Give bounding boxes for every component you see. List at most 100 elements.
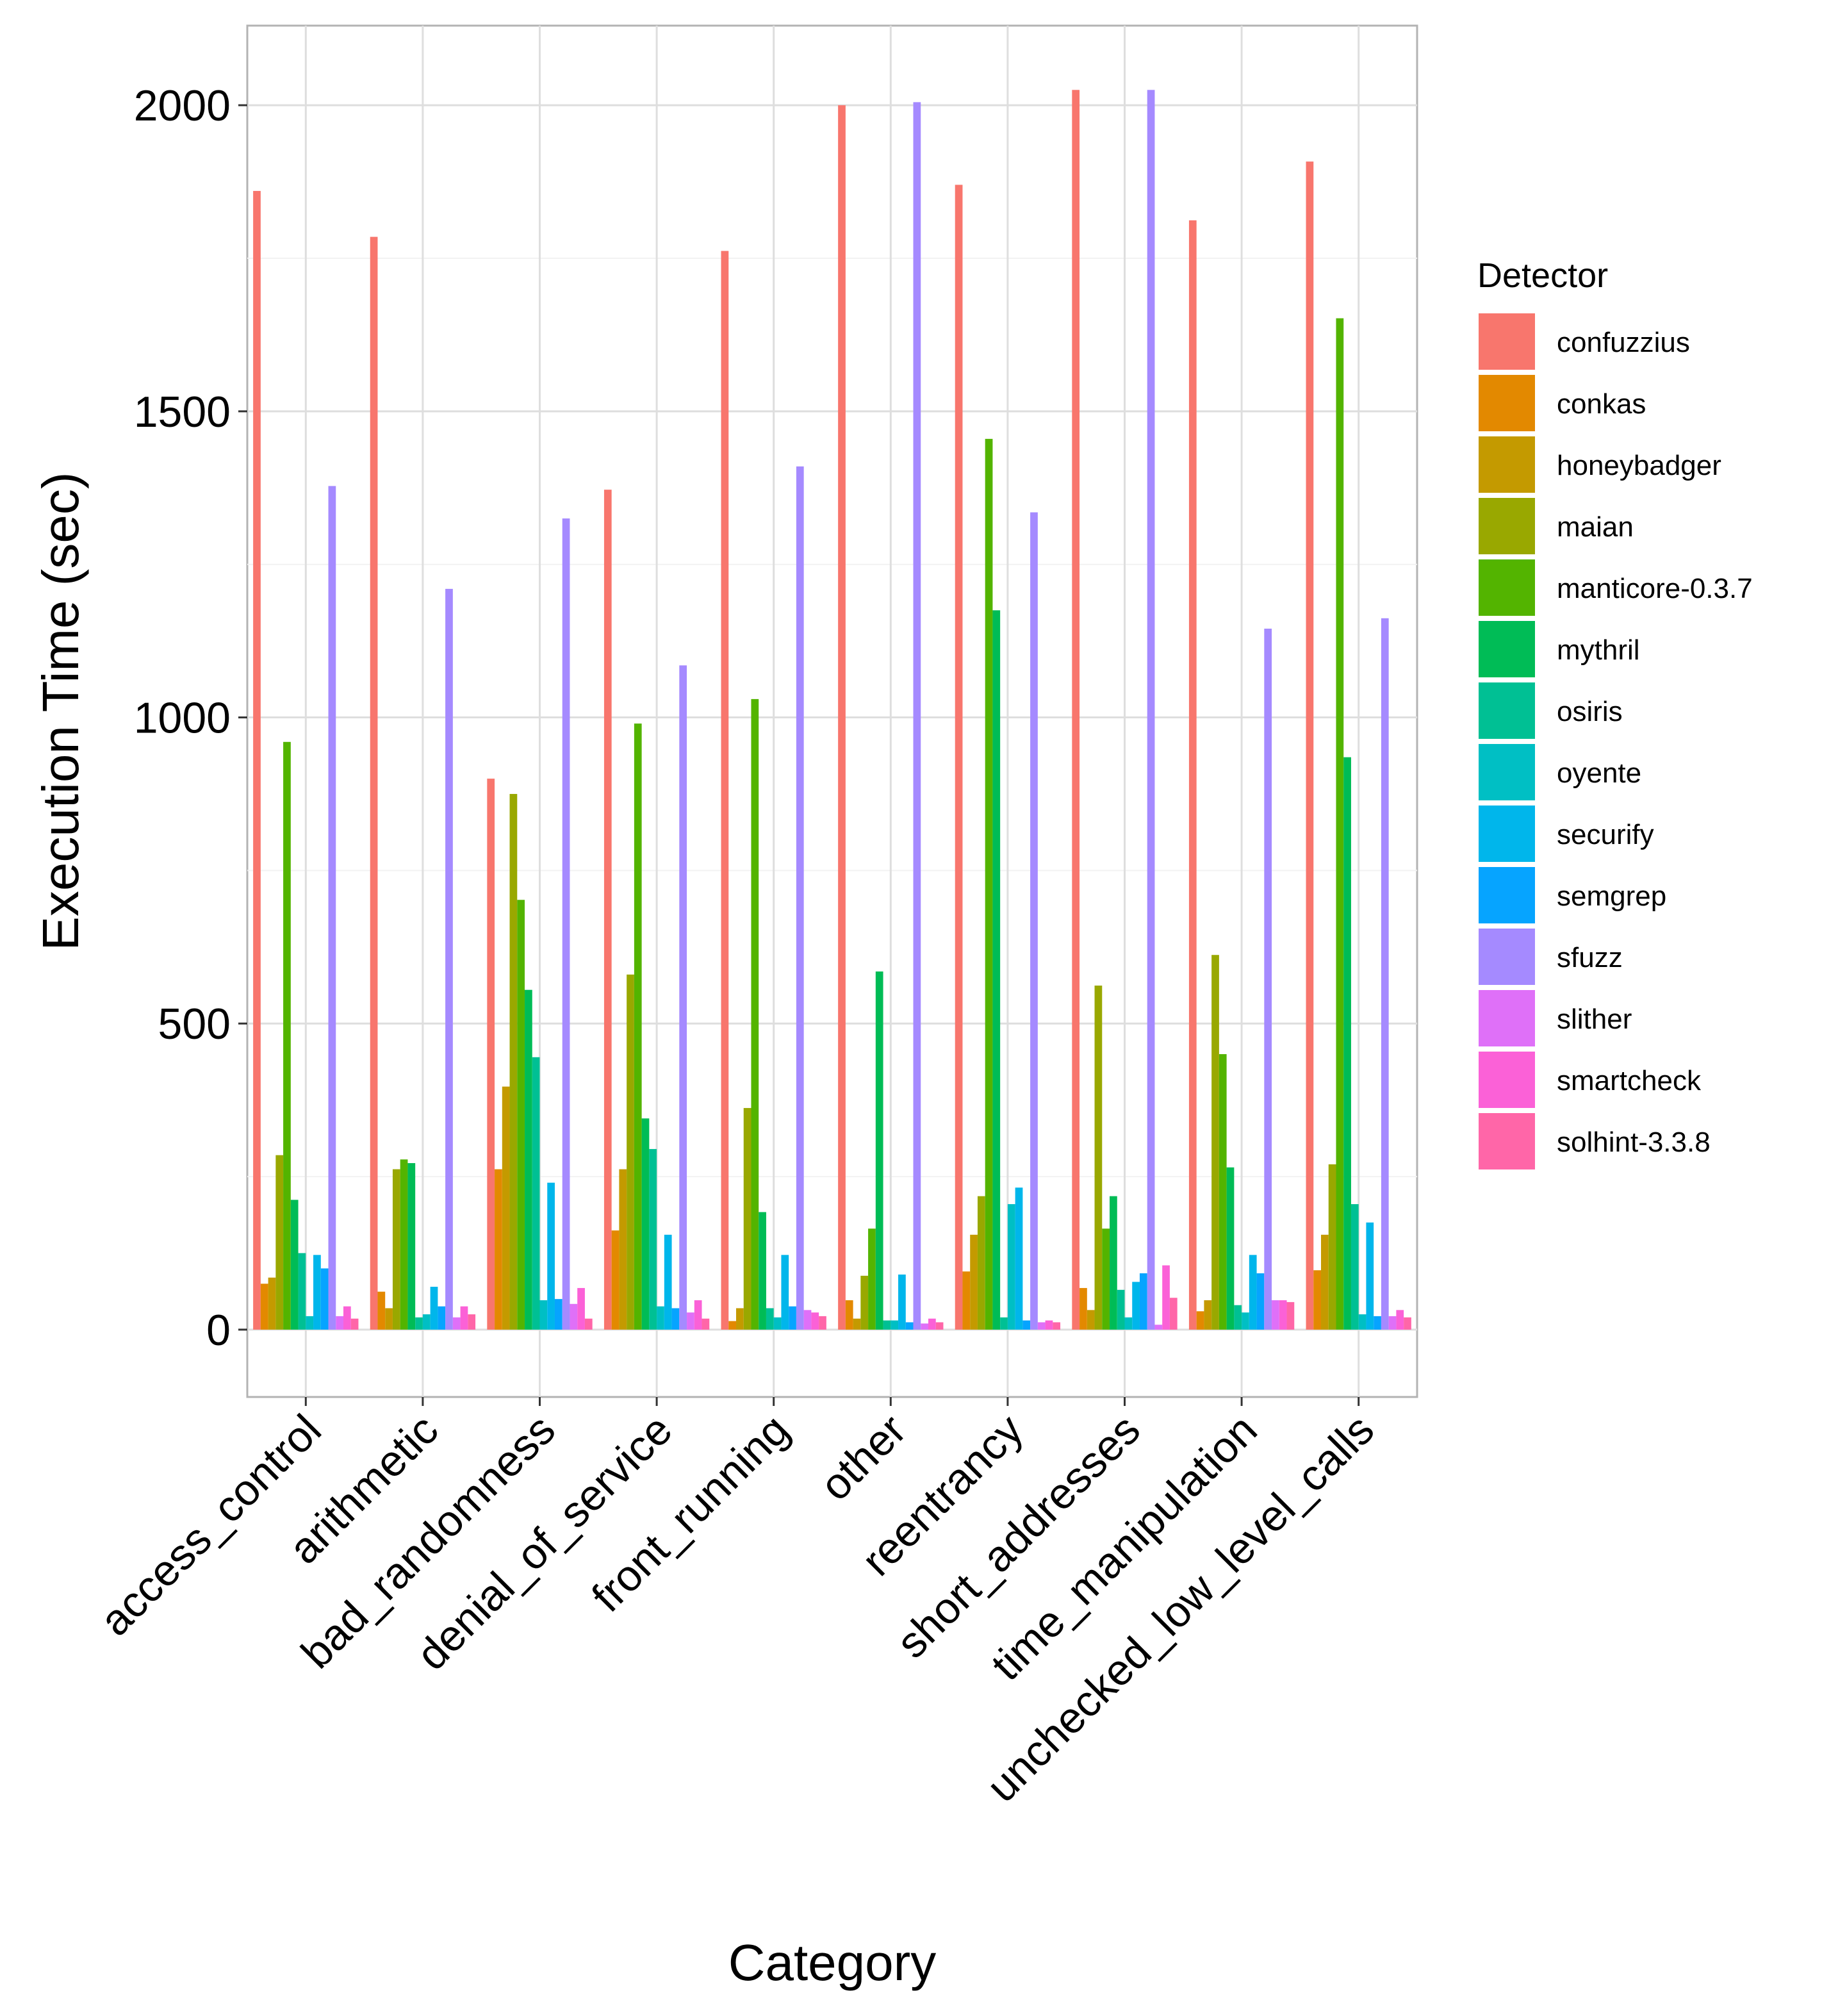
bar-time_manipulation-osiris bbox=[1234, 1305, 1242, 1330]
bar-bad_randomness-securify bbox=[547, 1182, 555, 1330]
legend-label-honeybadger: honeybadger bbox=[1557, 450, 1721, 481]
bar-bad_randomness-semgrep bbox=[554, 1299, 562, 1330]
bar-arithmetic-confuzzius bbox=[370, 236, 378, 1330]
bar-reentrancy-honeybadger bbox=[970, 1234, 978, 1330]
bar-denial_of_service-oyente bbox=[657, 1306, 664, 1330]
bar-short_addresses-securify bbox=[1132, 1282, 1140, 1330]
bar-short_addresses-oyente bbox=[1124, 1317, 1133, 1330]
y-tick-label: 2000 bbox=[134, 81, 231, 130]
bar-denial_of_service-smartcheck bbox=[694, 1300, 702, 1330]
y-tick-label: 500 bbox=[158, 1000, 231, 1048]
bar-access_control-sfuzz bbox=[328, 486, 336, 1330]
bar-front_running-confuzzius bbox=[721, 251, 729, 1330]
bar-bad_randomness-oyente bbox=[539, 1300, 548, 1330]
legend-label-maian: maian bbox=[1557, 511, 1634, 543]
bar-unchecked_low_level_calls-semgrep bbox=[1374, 1316, 1381, 1330]
bar-bad_randomness-conkas bbox=[495, 1169, 502, 1330]
legend-swatch-sfuzz bbox=[1476, 926, 1538, 987]
bar-reentrancy-osiris bbox=[1000, 1317, 1008, 1330]
legend-label-semgrep: semgrep bbox=[1557, 880, 1666, 912]
bar-time_manipulation-manticore-0.3.7 bbox=[1219, 1054, 1227, 1330]
legend-swatch-osiris bbox=[1476, 680, 1538, 741]
bar-reentrancy-confuzzius bbox=[955, 185, 963, 1330]
bar-bad_randomness-sfuzz bbox=[562, 518, 570, 1330]
legend-swatch-slither bbox=[1476, 987, 1538, 1049]
bar-time_manipulation-honeybadger bbox=[1204, 1300, 1212, 1330]
bar-time_manipulation-mythril bbox=[1226, 1167, 1235, 1330]
bar-arithmetic-solhint-3.3.8 bbox=[468, 1314, 476, 1330]
bar-denial_of_service-manticore-0.3.7 bbox=[634, 723, 642, 1330]
bar-other-conkas bbox=[845, 1300, 853, 1330]
bar-bad_randomness-confuzzius bbox=[487, 779, 495, 1330]
bar-short_addresses-mythril bbox=[1110, 1196, 1117, 1330]
bar-front_running-slither bbox=[803, 1310, 812, 1330]
y-tick-label: 0 bbox=[206, 1306, 231, 1355]
legend-swatch-semgrep bbox=[1476, 864, 1538, 926]
legend-label-securify: securify bbox=[1557, 819, 1654, 850]
bar-arithmetic-sfuzz bbox=[445, 588, 453, 1330]
bar-access_control-smartcheck bbox=[343, 1306, 351, 1330]
bar-front_running-semgrep bbox=[789, 1306, 796, 1330]
bar-time_manipulation-securify bbox=[1249, 1255, 1257, 1330]
bar-front_running-conkas bbox=[728, 1321, 737, 1330]
bar-other-confuzzius bbox=[838, 105, 846, 1330]
legend-label-smartcheck: smartcheck bbox=[1557, 1065, 1702, 1096]
bar-unchecked_low_level_calls-sfuzz bbox=[1381, 618, 1389, 1330]
bar-denial_of_service-honeybadger bbox=[619, 1169, 627, 1330]
x-axis-title: Category bbox=[728, 1934, 937, 1991]
bar-arithmetic-honeybadger bbox=[385, 1308, 393, 1330]
bar-reentrancy-slither bbox=[1037, 1322, 1046, 1330]
y-tick-label: 1500 bbox=[134, 388, 231, 436]
bar-denial_of_service-slither bbox=[687, 1312, 694, 1330]
bar-denial_of_service-maian bbox=[627, 974, 634, 1330]
bar-bad_randomness-slither bbox=[570, 1303, 578, 1330]
bar-reentrancy-securify bbox=[1015, 1187, 1023, 1330]
bar-short_addresses-slither bbox=[1154, 1325, 1163, 1330]
legend-swatch-securify bbox=[1476, 803, 1538, 864]
bar-front_running-smartcheck bbox=[811, 1312, 819, 1330]
bar-other-sfuzz bbox=[913, 102, 921, 1330]
bar-access_control-manticore-0.3.7 bbox=[283, 741, 291, 1330]
bar-access_control-honeybadger bbox=[268, 1277, 276, 1330]
bar-front_running-sfuzz bbox=[796, 466, 804, 1330]
bar-access_control-oyente bbox=[306, 1316, 314, 1330]
bar-bad_randomness-solhint-3.3.8 bbox=[584, 1318, 593, 1330]
bar-reentrancy-conkas bbox=[962, 1271, 971, 1330]
legend-swatch-honeybadger bbox=[1476, 434, 1538, 495]
legend-label-manticore-0.3.7: manticore-0.3.7 bbox=[1557, 573, 1753, 604]
bar-other-osiris bbox=[883, 1320, 891, 1330]
bar-unchecked_low_level_calls-confuzzius bbox=[1306, 161, 1314, 1330]
bar-reentrancy-smartcheck bbox=[1045, 1320, 1053, 1330]
bar-reentrancy-maian bbox=[977, 1196, 985, 1330]
bar-arithmetic-mythril bbox=[407, 1163, 416, 1330]
legend-items: confuzzius conkas honeybadger maian manticor… bbox=[1476, 311, 1753, 1172]
bar-denial_of_service-conkas bbox=[611, 1230, 620, 1330]
legend-swatch-smartcheck bbox=[1476, 1049, 1538, 1111]
bar-front_running-maian bbox=[743, 1108, 751, 1330]
bar-reentrancy-solhint-3.3.8 bbox=[1053, 1322, 1061, 1330]
bar-front_running-manticore-0.3.7 bbox=[751, 698, 759, 1330]
bar-reentrancy-sfuzz bbox=[1030, 512, 1038, 1330]
bar-arithmetic-oyente bbox=[422, 1314, 431, 1330]
bar-time_manipulation-smartcheck bbox=[1279, 1300, 1287, 1330]
legend-label-sfuzz: sfuzz bbox=[1557, 942, 1623, 973]
legend-swatch-oyente bbox=[1476, 741, 1538, 803]
bar-arithmetic-conkas bbox=[377, 1291, 386, 1330]
legend-label-conkas: conkas bbox=[1557, 388, 1646, 420]
x-tick-label: other bbox=[811, 1405, 915, 1510]
bar-other-solhint-3.3.8 bbox=[935, 1322, 944, 1330]
legend-swatch-mythril bbox=[1476, 618, 1538, 680]
bar-reentrancy-mythril bbox=[992, 610, 1001, 1330]
bar-unchecked_low_level_calls-solhint-3.3.8 bbox=[1404, 1317, 1411, 1330]
bar-bad_randomness-mythril bbox=[525, 989, 532, 1330]
legend-swatch-solhint-3.3.8 bbox=[1476, 1111, 1538, 1172]
bar-reentrancy-oyente bbox=[1007, 1204, 1015, 1330]
legend-label-confuzzius: confuzzius bbox=[1557, 327, 1690, 358]
bar-denial_of_service-osiris bbox=[649, 1149, 657, 1330]
bar-access_control-conkas bbox=[260, 1284, 268, 1330]
bar-short_addresses-sfuzz bbox=[1147, 90, 1155, 1330]
x-axis-ticks: access_controlarithmeticbad_randomnessde… bbox=[90, 1397, 1383, 1812]
bar-time_manipulation-sfuzz bbox=[1264, 629, 1272, 1330]
bar-short_addresses-conkas bbox=[1079, 1287, 1087, 1330]
